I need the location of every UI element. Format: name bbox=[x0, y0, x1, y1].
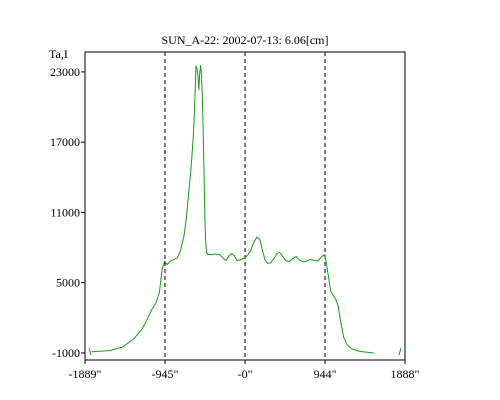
y-tick-label-1: 5000 bbox=[56, 276, 80, 290]
series-line-0 bbox=[91, 65, 374, 354]
x-tick-label-4: 1888" bbox=[391, 367, 420, 381]
y-axis-ticks: -1000 5000 11000 17000 23000 bbox=[50, 65, 85, 360]
chart-title: SUN_A-22: 2002-07-13: 6.06[cm] bbox=[162, 33, 329, 47]
x-tick-label-2: -0" bbox=[238, 367, 253, 381]
series-edge-right bbox=[398, 347, 402, 356]
x-tick-label-0: -1889" bbox=[69, 367, 102, 381]
series-group bbox=[88, 65, 402, 356]
reference-lines bbox=[164, 52, 326, 360]
x-tick-label-1: -945" bbox=[152, 367, 179, 381]
x-axis-ticks: -1889" -945" -0" 944" 1888" bbox=[69, 360, 420, 381]
series-edge-left bbox=[88, 347, 92, 356]
x-tick-label-3: 944" bbox=[314, 367, 337, 381]
y-tick-label-2: 11000 bbox=[50, 205, 80, 219]
y-tick-label-3: 17000 bbox=[50, 135, 80, 149]
y-tick-label-0: -1000 bbox=[52, 346, 80, 360]
y-tick-label-4: 23000 bbox=[50, 65, 80, 79]
y-axis-label: Ta,I bbox=[49, 47, 68, 61]
